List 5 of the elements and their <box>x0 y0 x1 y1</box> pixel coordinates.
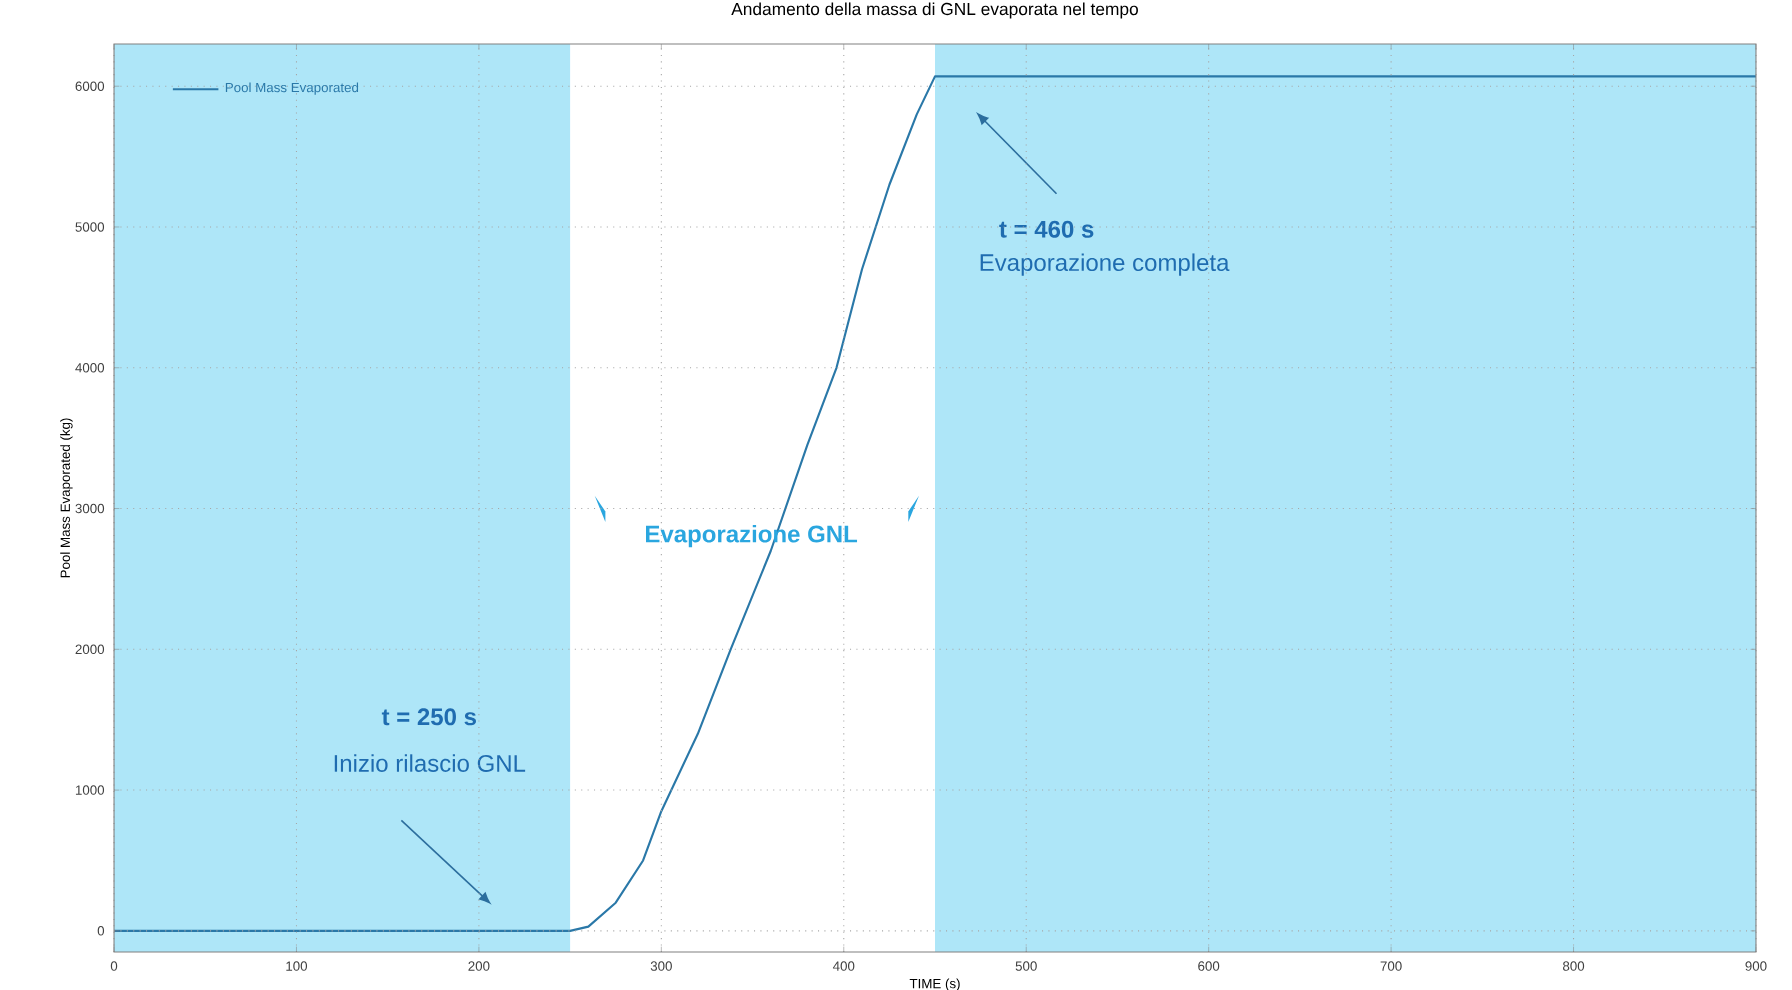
annotation: Inizio rilascio GNL <box>334 754 526 772</box>
annotation: t = 250 s <box>381 708 476 726</box>
annotation: t = 460 s <box>999 220 1094 238</box>
annotation: Evaporazione completa <box>980 253 1230 276</box>
chart-title: Andamento della massa di GNL evaporata nel tempo <box>731 2 1138 19</box>
